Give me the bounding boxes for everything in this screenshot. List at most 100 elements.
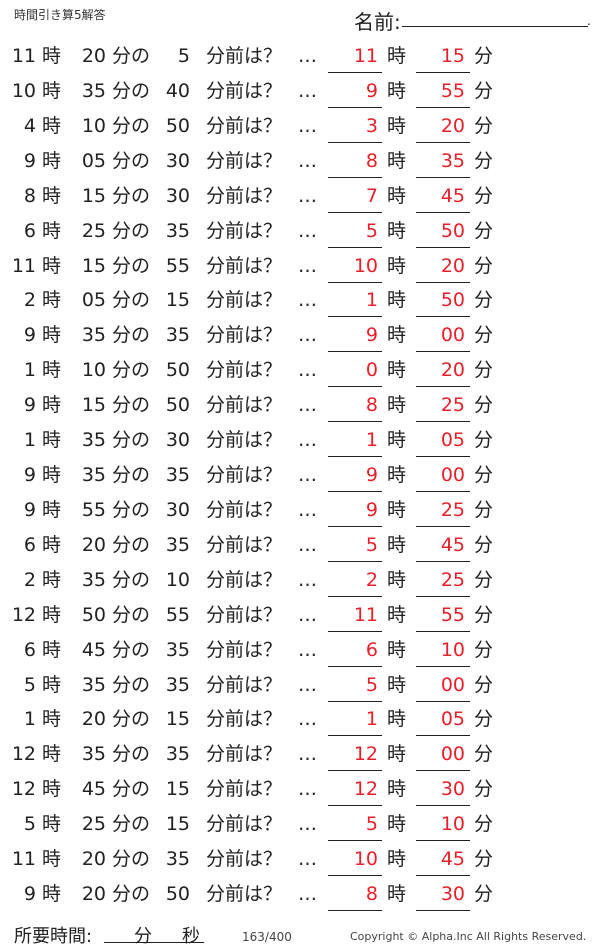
subtract-value: 55 <box>165 254 190 277</box>
answer-line <box>328 316 382 318</box>
answer-minute: 10 <box>440 813 465 836</box>
minute-of-label: 分の <box>112 533 151 556</box>
answer-hour-label: 時 <box>387 324 407 347</box>
minute-value: 10 <box>81 114 106 137</box>
answer-minute-label: 分 <box>474 498 494 521</box>
minute-of-label: 分の <box>112 638 151 661</box>
answer-minute-label: 分 <box>474 568 494 591</box>
answer-hour: 0 <box>365 359 378 382</box>
worksheet-title: 時間引き算5解答 <box>14 8 106 22</box>
answer-line <box>328 700 382 702</box>
answer-line <box>416 735 470 737</box>
answer-hour-label: 時 <box>387 638 407 661</box>
answer-minute-label: 分 <box>474 394 494 417</box>
subtract-value: 35 <box>165 848 190 871</box>
answer-minute-label: 分 <box>474 359 494 382</box>
hour-label: 時 <box>42 743 62 766</box>
hour-label: 時 <box>42 184 62 207</box>
hour-value: 1 <box>23 359 36 382</box>
hour-value: 11 <box>11 254 36 277</box>
problem-row: 9 時 20 分の 50 分前は？… 8 時 30 分 <box>0 882 600 916</box>
minutes-before-label: 分前は？ <box>206 114 283 137</box>
minute-value: 35 <box>81 568 106 591</box>
answer-minute-label: 分 <box>474 45 494 67</box>
answer-line <box>416 875 470 877</box>
answer-hour: 5 <box>365 673 378 696</box>
problem-row: 12 時 35 分の 35 分前は？ … 12 時 00 分 <box>0 742 600 776</box>
answer-minute: 00 <box>440 743 465 766</box>
subtract-value: 15 <box>165 813 190 836</box>
subtract-value: 50 <box>165 394 190 417</box>
answer-minute: 20 <box>440 254 465 277</box>
answer-minute: 05 <box>440 429 465 452</box>
answer-minute: 30 <box>440 778 465 801</box>
minute-of-label: 分の <box>112 359 151 382</box>
minute-value: 35 <box>81 743 106 766</box>
answer-line <box>416 770 470 772</box>
answer-hour-label: 時 <box>387 114 407 137</box>
problem-row: 1 時 35 分の 30 分前は？… 1 時 05 分 <box>0 428 600 462</box>
problem-row: 12 時 50 分の 55 分前は？ … 11 時 55 分 <box>0 603 600 637</box>
answer-line <box>328 560 382 562</box>
minutes-before-label: 分前は？ <box>206 254 283 277</box>
answer-minute-label: 分 <box>474 324 494 347</box>
answer-line <box>328 106 382 108</box>
answer-line <box>416 351 470 353</box>
answer-minute: 50 <box>440 289 465 312</box>
ellipsis: … <box>298 394 317 417</box>
minute-of-label: 分の <box>112 883 151 906</box>
hour-label: 時 <box>42 603 62 626</box>
answer-minute-label: 分 <box>474 254 494 277</box>
hour-label: 時 <box>42 429 62 452</box>
hour-label: 時 <box>42 778 62 801</box>
problem-row: 6 時 20 分の 35 分前は？… 5 時 45 分 <box>0 533 600 567</box>
subtract-value: 35 <box>165 743 190 766</box>
minute-of-label: 分の <box>112 184 151 207</box>
answer-hour-label: 時 <box>387 708 407 731</box>
hour-value: 9 <box>23 324 36 347</box>
answer-hour: 10 <box>353 848 378 871</box>
hour-label: 時 <box>42 45 62 67</box>
answer-line <box>328 491 382 493</box>
ellipsis: … <box>298 813 317 836</box>
answer-minute: 35 <box>440 149 465 172</box>
subtract-value: 35 <box>165 219 190 242</box>
page-number: 163/400 <box>242 930 292 944</box>
problem-row: 11 時 15 分の 55 分前は？ … 10 時 20 分 <box>0 254 600 288</box>
ellipsis: … <box>298 848 317 871</box>
ellipsis: … <box>298 429 317 452</box>
ellipsis: … <box>298 359 317 382</box>
minute-of-label: 分の <box>112 568 151 591</box>
answer-line <box>328 386 382 388</box>
answer-hour: 1 <box>365 429 378 452</box>
hour-value: 6 <box>23 533 36 556</box>
minute-value: 35 <box>81 324 106 347</box>
answer-minute-label: 分 <box>474 429 494 452</box>
answer-minute: 10 <box>440 638 465 661</box>
subtract-value: 30 <box>165 184 190 207</box>
answer-minute-label: 分 <box>474 149 494 172</box>
answer-line <box>328 875 382 877</box>
answer-line <box>416 176 470 178</box>
answer-hour: 5 <box>365 533 378 556</box>
minute-value: 35 <box>81 429 106 452</box>
minute-value: 20 <box>81 848 106 871</box>
answer-minute: 45 <box>440 533 465 556</box>
minutes-before-label: 分前は？ <box>206 568 283 591</box>
hour-value: 12 <box>11 603 36 626</box>
answer-hour-label: 時 <box>387 79 407 102</box>
answer-minute: 45 <box>440 184 465 207</box>
answer-minute-label: 分 <box>474 673 494 696</box>
minutes-before-label: 分前は？ <box>206 289 283 312</box>
answer-line <box>416 246 470 248</box>
answer-hour-label: 時 <box>387 184 407 207</box>
hour-value: 10 <box>11 79 36 102</box>
answer-hour: 7 <box>365 184 378 207</box>
answer-hour-label: 時 <box>387 464 407 487</box>
time-min-label: 分 <box>134 926 152 947</box>
answer-hour: 9 <box>365 464 378 487</box>
answer-hour-label: 時 <box>387 568 407 591</box>
answer-minute-label: 分 <box>474 184 494 207</box>
answer-line <box>328 840 382 842</box>
ellipsis: … <box>298 498 317 521</box>
